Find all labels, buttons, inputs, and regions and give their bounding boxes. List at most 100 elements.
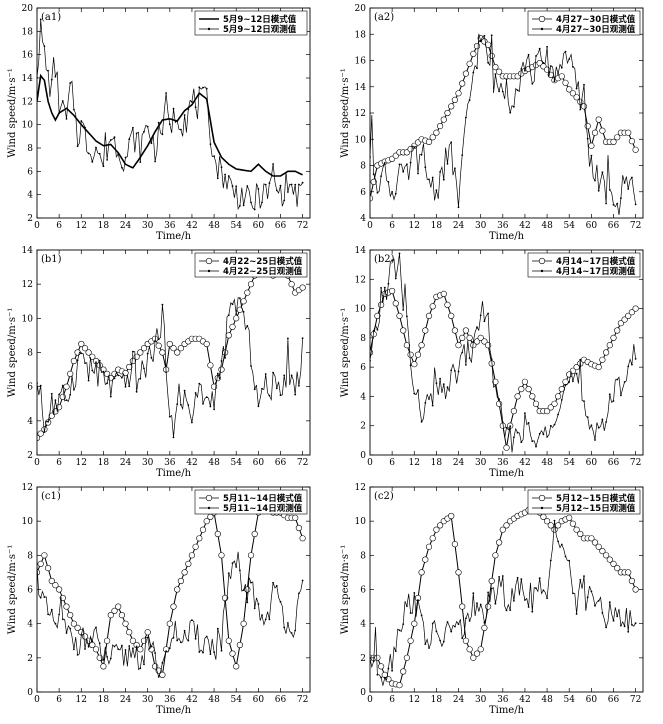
observed-point — [612, 400, 615, 402]
x-tick-label: 18 — [98, 221, 110, 231]
observed-point — [406, 163, 408, 166]
model-point — [196, 535, 203, 542]
y-tick-label: 12 — [22, 97, 33, 107]
y-tick-label: 4 — [27, 191, 33, 201]
observed-point — [209, 405, 212, 408]
observed-point — [394, 192, 397, 195]
observed-point — [501, 575, 504, 577]
model-point — [628, 309, 636, 316]
x-tick-label: 24 — [120, 458, 132, 468]
x-tick-label: 30 — [475, 695, 487, 705]
observed-point — [542, 433, 545, 436]
observed-point — [631, 176, 633, 179]
model-point — [496, 400, 503, 407]
y-tick-label: 0 — [360, 451, 366, 461]
model-point — [218, 552, 225, 559]
x-tick-label: 42 — [186, 695, 197, 705]
model-point — [473, 42, 481, 50]
observed-point — [261, 614, 263, 616]
observed-line — [37, 551, 303, 679]
observed-point — [113, 136, 116, 139]
observed-point — [165, 371, 168, 373]
model-point — [403, 342, 411, 349]
observed-point — [465, 364, 467, 366]
observed-point — [476, 602, 478, 605]
observed-point — [216, 177, 219, 180]
observed-point — [253, 388, 256, 391]
legend-marker — [538, 494, 546, 502]
observed-point — [439, 171, 441, 173]
observed-point — [47, 69, 49, 72]
observed-point — [387, 282, 390, 285]
model-point — [521, 378, 529, 385]
x-tick-label: 60 — [586, 221, 598, 231]
model-point — [374, 312, 381, 320]
legend-marker — [205, 494, 213, 502]
observed-point — [590, 590, 593, 593]
x-tick-label: 12 — [409, 221, 420, 231]
y-tick-label: 8 — [360, 334, 366, 344]
observed-point — [121, 166, 123, 169]
legend-entry: 4月14~17日模式值 — [556, 256, 636, 267]
model-point — [70, 620, 77, 627]
model-point — [425, 312, 433, 320]
observed-point — [235, 313, 238, 316]
observed-point — [527, 606, 530, 608]
observed-point — [84, 126, 86, 129]
observed-point — [298, 183, 300, 186]
x-tick-label: 42 — [186, 221, 197, 231]
observed-point — [143, 367, 145, 370]
model-point — [389, 287, 396, 295]
observed-point — [472, 592, 475, 595]
model-point — [473, 338, 481, 345]
x-tick-label: 66 — [608, 695, 620, 705]
y-tick-label: 10 — [22, 517, 34, 527]
observed-point — [91, 369, 94, 372]
observed-point — [406, 605, 408, 607]
observed-point — [239, 205, 241, 207]
observed-point — [135, 645, 138, 648]
observed-point — [124, 156, 127, 159]
observed-point — [372, 173, 375, 176]
series-observed — [37, 551, 304, 679]
observed-point — [387, 181, 390, 183]
observed-point — [520, 68, 523, 70]
y-tick-label: 2 — [27, 451, 33, 461]
observed-point — [572, 65, 574, 68]
model-point — [462, 327, 470, 334]
y-tick-label: 10 — [22, 121, 34, 131]
panel-label: (a1) — [41, 12, 61, 23]
observed-point — [161, 662, 164, 664]
observed-point — [50, 392, 53, 395]
x-tick-label: 72 — [297, 695, 308, 705]
model-point — [543, 408, 551, 415]
observed-point — [224, 173, 227, 176]
model-point — [52, 582, 59, 589]
model-point — [41, 552, 48, 559]
model-point — [510, 408, 518, 415]
observed-point — [84, 362, 86, 364]
observed-point — [513, 106, 515, 108]
x-tick-label: 60 — [586, 458, 598, 468]
model-point — [85, 349, 92, 356]
observed-point — [564, 555, 567, 558]
x-tick-label: 54 — [563, 221, 575, 231]
observed-point — [542, 62, 545, 64]
observed-point — [612, 619, 615, 622]
observed-point — [560, 543, 563, 546]
x-axis-label: Time/h — [489, 468, 525, 479]
observed-point — [135, 390, 138, 393]
model-point — [599, 127, 606, 134]
model-point — [437, 122, 444, 130]
legend-marker — [205, 257, 213, 265]
model-point — [185, 560, 192, 568]
model-point — [448, 512, 455, 520]
model-point — [181, 569, 188, 576]
observed-point — [139, 161, 142, 164]
observed-point — [213, 408, 216, 411]
observed-point — [446, 163, 449, 165]
observed-point — [383, 286, 386, 289]
x-tick-label: 0 — [367, 695, 373, 705]
observed-point — [187, 108, 190, 110]
